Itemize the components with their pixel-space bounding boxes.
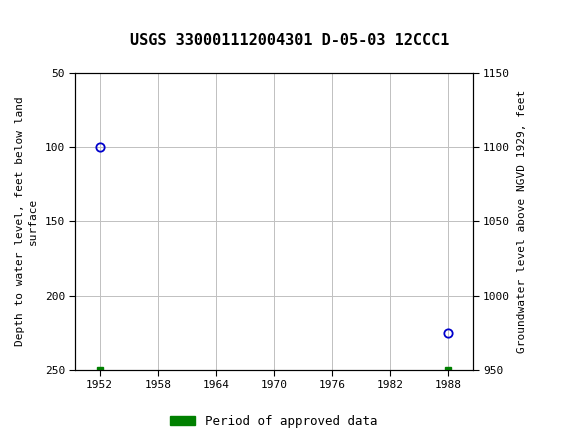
Text: USGS 330001112004301 D-05-03 12CCC1: USGS 330001112004301 D-05-03 12CCC1	[130, 33, 450, 48]
Text: USGS: USGS	[28, 12, 75, 27]
Legend: Period of approved data: Period of approved data	[165, 410, 383, 430]
Y-axis label: Groundwater level above NGVD 1929, feet: Groundwater level above NGVD 1929, feet	[517, 90, 527, 353]
Y-axis label: Depth to water level, feet below land
surface: Depth to water level, feet below land su…	[14, 97, 38, 346]
